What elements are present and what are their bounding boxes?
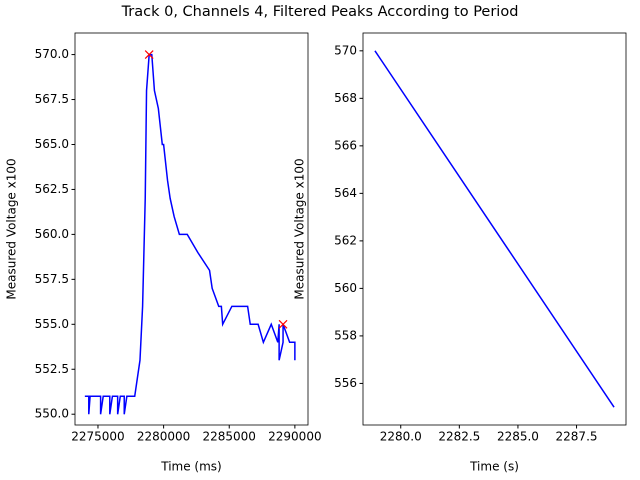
data-line <box>374 50 615 408</box>
y-tick-label: 558 <box>334 328 357 342</box>
y-tick-label: 550.0 <box>35 407 69 421</box>
y-tick-label: 555.0 <box>35 317 69 331</box>
y-tick-label: 560 <box>334 281 357 295</box>
y-tick-label: 562 <box>334 233 357 247</box>
axes-frame <box>362 32 627 426</box>
x-tick-label: 2280.0 <box>380 430 422 444</box>
y-tick-label: 568 <box>334 91 357 105</box>
y-tick-label: 560.0 <box>35 227 69 241</box>
x-tick-label: 2280000 <box>137 430 190 444</box>
peak-marker <box>144 50 154 60</box>
x-axis-label: Time (ms) <box>160 460 222 474</box>
y-axis-label: Measured Voltage x100 <box>5 158 19 299</box>
y-tick-label: 570.0 <box>35 47 69 61</box>
y-tick-label: 556 <box>334 376 357 390</box>
x-tick-label: 2285.0 <box>497 430 539 444</box>
y-tick-label: 557.5 <box>35 272 69 286</box>
y-tick-label: 562.5 <box>35 182 69 196</box>
x-tick-label: 2287.5 <box>556 430 598 444</box>
figure-title: Track 0, Channels 4, Filtered Peaks Acco… <box>121 4 519 20</box>
y-tick-label: 564 <box>334 186 357 200</box>
y-axis-label: Measured Voltage x100 <box>293 158 307 299</box>
x-axis-label: Time (s) <box>469 460 519 474</box>
y-tick-label: 570 <box>334 43 357 57</box>
x-tick-label: 2275000 <box>71 430 124 444</box>
x-tick-label: 2282.5 <box>438 430 480 444</box>
y-tick-label: 565.0 <box>35 137 69 151</box>
y-tick-label: 567.5 <box>35 92 69 106</box>
data-line <box>84 53 296 415</box>
x-tick-label: 2290000 <box>268 430 321 444</box>
axes-frame <box>74 32 309 426</box>
x-tick-label: 2285000 <box>203 430 256 444</box>
y-tick-label: 566 <box>334 138 357 152</box>
peak-marker <box>278 319 288 329</box>
y-tick-label: 552.5 <box>35 362 69 376</box>
